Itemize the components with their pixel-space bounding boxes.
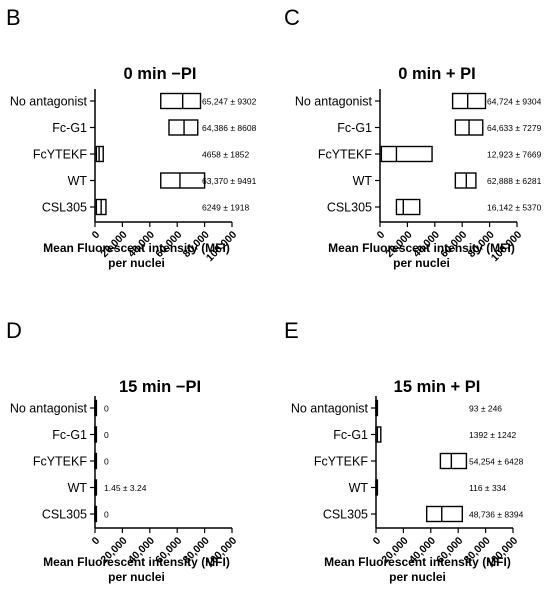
category-label: CSL305 bbox=[323, 508, 368, 522]
data-label: 6249 ± 1918 bbox=[202, 203, 249, 213]
data-label: 93 ± 246 bbox=[469, 404, 502, 414]
chart-panel-d: D 15 min −PI No antagonist 0 Fc-G1 0 FcYTEKF 0 W… bbox=[6, 318, 239, 584]
data-label: 12,923 ± 7669 bbox=[487, 150, 542, 160]
category-label: WT bbox=[353, 174, 373, 188]
box bbox=[451, 92, 487, 110]
box bbox=[160, 172, 206, 189]
box bbox=[425, 505, 464, 523]
data-label: 116 ± 334 bbox=[469, 483, 506, 493]
data-label: 62,888 ± 6281 bbox=[487, 176, 542, 186]
category-label: Fc-G1 bbox=[52, 121, 87, 135]
box bbox=[395, 198, 421, 216]
category-label: No antagonist bbox=[10, 95, 88, 109]
category-label: No antagonist bbox=[291, 402, 369, 416]
data-label: 54,254 ± 6428 bbox=[469, 457, 524, 467]
category-label: No antagonist bbox=[295, 95, 373, 109]
x-axis-label: Mean Fluorescent intensity (MFI) bbox=[324, 555, 511, 569]
x-axis-label: per nuclei bbox=[108, 256, 165, 270]
data-label: 63,370 ± 9491 bbox=[202, 176, 257, 186]
category-label: WT bbox=[349, 481, 369, 495]
data-label: 64,724 ± 9304 bbox=[487, 97, 542, 107]
box bbox=[375, 426, 382, 443]
data-label: 64,633 ± 7279 bbox=[487, 123, 542, 133]
category-label: Fc-G1 bbox=[337, 121, 372, 135]
category-label: CSL305 bbox=[42, 508, 87, 522]
category-label: FcYTEKF bbox=[314, 455, 369, 469]
x-axis-label: per nuclei bbox=[108, 570, 165, 584]
chart-panel-b: B 0 min −PI No antagonist 65,247 ± 9302 Fc-G… bbox=[6, 5, 257, 270]
category-label: WT bbox=[68, 481, 88, 495]
category-label: FcYTEKF bbox=[318, 148, 373, 162]
box bbox=[380, 145, 433, 163]
data-label: 16,142 ± 5370 bbox=[487, 203, 542, 213]
category-label: FcYTEKF bbox=[33, 148, 88, 162]
data-label: 4658 ± 1852 bbox=[202, 150, 249, 160]
x-tick-label: 0 bbox=[90, 229, 103, 242]
chart-panel-e: E 15 min + PI No antagonist 93 ± 246 Fc-G1 13… bbox=[284, 318, 524, 584]
x-axis-label: per nuclei bbox=[389, 570, 446, 584]
data-label: 48,736 ± 8394 bbox=[469, 510, 524, 520]
panel-letter: B bbox=[6, 5, 21, 30]
data-label: 0 bbox=[104, 510, 109, 520]
data-label: 0 bbox=[104, 404, 109, 414]
chart-title: 15 min −PI bbox=[119, 378, 201, 396]
x-axis-label: Mean Fluorescent intensity (MFI) bbox=[43, 241, 230, 255]
x-tick-label: 0 bbox=[375, 229, 388, 242]
panel-letter: E bbox=[284, 318, 299, 343]
category-label: Fc-G1 bbox=[333, 428, 368, 442]
panel-letter: C bbox=[284, 5, 300, 30]
panel-letter: D bbox=[6, 318, 22, 343]
x-tick-label: 0 bbox=[90, 535, 103, 548]
category-label: Fc-G1 bbox=[52, 428, 87, 442]
data-label: 1392 ± 1242 bbox=[469, 430, 516, 440]
category-label: CSL305 bbox=[327, 201, 372, 215]
data-label: 0 bbox=[104, 430, 109, 440]
category-label: No antagonist bbox=[10, 402, 88, 416]
x-axis-label: per nuclei bbox=[393, 256, 450, 270]
chart-title: 0 min −PI bbox=[124, 65, 197, 83]
category-label: FcYTEKF bbox=[33, 455, 88, 469]
category-label: WT bbox=[68, 174, 88, 188]
chart-panel-c: C 0 min + PI No antagonist 64,724 ± 9304 Fc-… bbox=[284, 5, 542, 270]
box bbox=[439, 452, 468, 470]
data-label: 64,386 ± 8608 bbox=[202, 123, 257, 133]
box bbox=[160, 92, 202, 110]
x-tick-label: 0 bbox=[371, 535, 384, 548]
chart-title: 0 min + PI bbox=[398, 65, 476, 83]
data-label: 1.45 ± 3.24 bbox=[104, 483, 147, 493]
x-axis-label: Mean Fluorescent intensity (MFI) bbox=[43, 555, 230, 569]
data-label: 0 bbox=[104, 457, 109, 467]
chart-title: 15 min + PI bbox=[394, 378, 481, 396]
category-label: CSL305 bbox=[42, 201, 87, 215]
data-label: 65,247 ± 9302 bbox=[202, 97, 257, 107]
x-axis-label: Mean Fluorescent intensity (MFI) bbox=[328, 241, 515, 255]
